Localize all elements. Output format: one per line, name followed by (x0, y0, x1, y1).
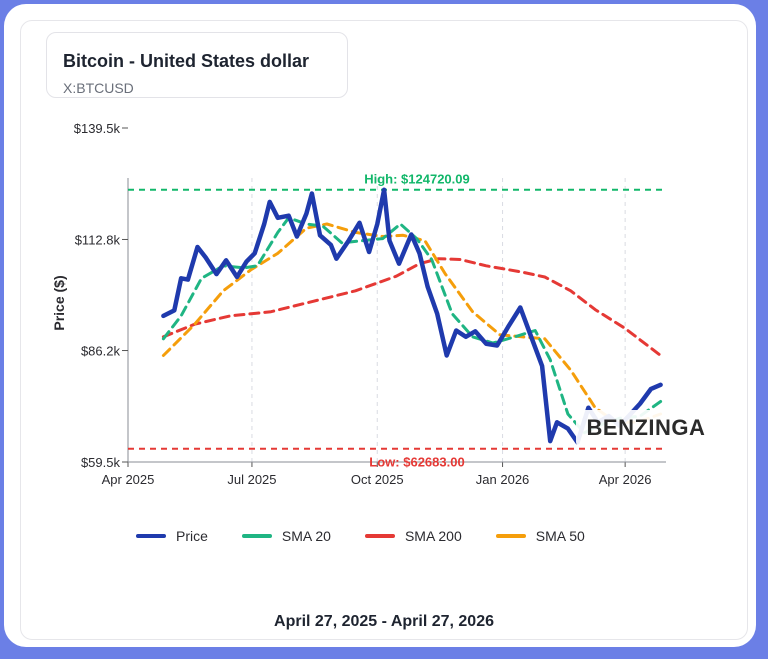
legend-swatch (241, 534, 272, 538)
legend-swatch (495, 534, 526, 538)
series-price (161, 187, 663, 445)
legend-item: Price (136, 528, 208, 544)
legend-label: Price (176, 528, 208, 544)
y-tick-label: $139.5k (74, 121, 121, 136)
chart-title: Bitcoin - United States dollar (63, 51, 310, 71)
legend-label: SMA 50 (535, 528, 585, 544)
x-tick-label: Jul 2025 (227, 472, 276, 487)
date-range: April 27, 2025 - April 27, 2026 (274, 613, 494, 630)
title-box: Bitcoin - United States dollar X:BTCUSD (46, 32, 348, 98)
y-axis-label: Price ($) (51, 275, 67, 330)
y-tick-label: $86.2k (81, 344, 121, 359)
legend-item: SMA 200 (364, 528, 462, 544)
watermark-logo: BENZINGA (576, 410, 716, 446)
series-sma-50 (161, 222, 663, 424)
legend-swatch (136, 534, 166, 538)
series-sma-200 (161, 257, 663, 357)
y-tick-label: $59.5k (81, 455, 121, 470)
legend-item: SMA 50 (495, 528, 585, 544)
high-label: High: $124720.09 (364, 172, 470, 187)
legend-item: SMA 20 (241, 528, 331, 544)
x-tick-label: Jan 2026 (476, 472, 530, 487)
ticker-symbol: X:BTCUSD (63, 80, 134, 96)
legend: Price SMA 20 SMA 200 SMA 50 (136, 528, 619, 544)
low-label: Low: $62683.00 (369, 455, 464, 470)
x-tick-label: Apr 2026 (599, 472, 652, 487)
legend-swatch (364, 534, 395, 538)
x-tick-label: Oct 2025 (351, 472, 404, 487)
legend-label: SMA 200 (404, 528, 462, 544)
x-tick-label: Apr 2025 (102, 472, 155, 487)
legend-label: SMA 20 (281, 528, 331, 544)
series-sma-20 (161, 216, 663, 435)
y-tick-label: $112.8k (75, 232, 121, 247)
